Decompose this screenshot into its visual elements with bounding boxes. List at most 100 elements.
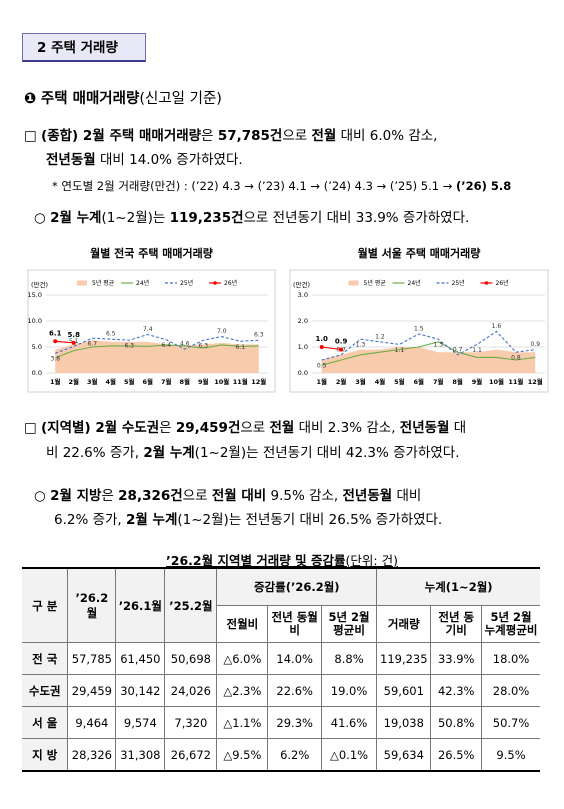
x-tick-label: 8월 <box>452 377 463 386</box>
x-tick-label: 8월 <box>179 377 190 386</box>
data-label: 5.8 <box>68 331 81 339</box>
table-cell: 6.2% <box>267 738 322 772</box>
table-cell: 26.5% <box>430 738 483 772</box>
text-run: 으로 <box>182 488 212 504</box>
text-run: 전년동월 <box>399 420 450 436</box>
text-run: (1~2월)는 전년동기 대비 42.3% 증가하였다. <box>194 445 460 461</box>
data-label: 1.1 <box>472 347 482 354</box>
table-row: 서 울 9,464 9,574 7,320 △1.1% 29.3% 41.6% 19,038 5… <box>22 706 540 739</box>
header-cell: 전년 동월비 <box>267 605 322 643</box>
chart-frame <box>289 269 549 393</box>
data-table: 구 분 ’26.2월 ’26.1월 ’25.2월 증감률(’26.2월) 누계(1~2월)… <box>22 567 540 772</box>
table-cell: 50.8% <box>430 706 483 739</box>
table-cell: 31,308 <box>115 738 166 772</box>
text-run: 6.2% 증가, <box>54 512 127 528</box>
table-cell: 지 방 <box>22 738 69 772</box>
header-cell: 전월비 <box>216 605 269 643</box>
area <box>55 340 259 373</box>
text-line: 6.2% 증가, 2월 누계(1~2월)는 전년동기 대비 26.5% 증가하였… <box>54 508 442 528</box>
table-cell: △6.0% <box>216 642 269 675</box>
table-cell: 24,026 <box>164 674 218 707</box>
data-label: 6.5 <box>106 331 116 338</box>
y-axis-label: (만건) <box>293 280 310 289</box>
x-tick-label: 1월 <box>316 377 327 386</box>
x-tick-label: 1월 <box>50 377 61 386</box>
text-run: (1~2월)는 <box>101 210 170 226</box>
table-cell: 18.0% <box>481 642 540 675</box>
table-row: 구 분 ’26.2월 ’26.1월 ’25.2월 증감률(’26.2월) 누계(1~2월) <box>22 567 540 643</box>
header-cell: 전년 동기비 <box>430 605 483 643</box>
y-axis-label: (만건) <box>31 280 48 289</box>
text-run: 2월 지방 <box>50 488 102 504</box>
data-label: 0.9 <box>335 338 348 346</box>
table-cell: 19,038 <box>376 706 432 739</box>
line <box>55 344 259 359</box>
data-label: 6.3 <box>254 332 264 339</box>
legend-label: 24년 <box>136 279 149 287</box>
text-run: 57,785건 <box>217 128 283 144</box>
y-tick-label: 3.0 <box>298 291 308 299</box>
x-tick-label: 3월 <box>355 377 366 386</box>
legend-swatch <box>348 280 359 286</box>
header-cell: 누계(1~2월) <box>376 567 540 606</box>
header-cell: 5년 2월 평균비 <box>320 605 378 643</box>
table-cell: 29.3% <box>267 706 322 739</box>
text-run: 은 <box>201 128 218 144</box>
table-cell: 8.8% <box>320 642 378 675</box>
text-line: * 연도별 2월 거래량(만건) : (’22) 4.3 → (’23) 4.1… <box>52 178 511 194</box>
table-cell: 33.9% <box>430 642 483 675</box>
table-cell: 50,698 <box>164 642 218 675</box>
legend-label: 5년 평균 <box>364 279 387 287</box>
x-tick-label: 10월 <box>489 377 504 386</box>
table-row: 지 방 28,326 31,308 26,672 △9.5% 6.2% △0.1% 59,63… <box>22 738 540 772</box>
data-label: 6.4 <box>161 342 171 349</box>
table-title: ’26.2월 지역별 거래량 및 증감률(단위: 건) <box>0 550 564 569</box>
text-run: (’26) 5.8 <box>456 179 512 193</box>
text-run: 으로 전년동기 대비 33.9% 증가하였다. <box>243 210 470 226</box>
header-cell: 거래량 <box>376 605 432 643</box>
data-label: 3.8 <box>50 356 60 363</box>
charts: 월별 전국 주택 매매거래량 (만건) 0.0 5.0 10.0 15.0 1월 2월 3월 4월… <box>27 246 549 393</box>
text-run: 2월 누계 <box>50 210 102 226</box>
text-run: 으로 <box>240 420 270 436</box>
text-run: 대비 14.0% 증가하였다. <box>95 152 243 168</box>
heading-note: (신고일 기준) <box>139 91 222 107</box>
text-run: □ <box>24 420 42 436</box>
data-label: 1.1 <box>395 347 405 354</box>
text-run: □ <box>24 128 42 144</box>
text-run: 28,326건 <box>118 488 183 504</box>
y-tick-label: 5.0 <box>32 343 42 351</box>
x-tick-label: 5월 <box>394 377 405 386</box>
chart-title: 월별 서울 주택 매매거래량 <box>358 246 481 260</box>
text-run: 119,235건 <box>169 210 244 226</box>
text-run: 대비 <box>392 488 422 504</box>
x-tick-label: 10월 <box>214 377 229 386</box>
text-run: ○ <box>34 488 51 504</box>
x-tick-label: 12월 <box>528 377 543 386</box>
x-tick-label: 5월 <box>124 377 135 386</box>
x-tick-label: 3월 <box>87 377 98 386</box>
legend-label: 26년 <box>224 279 237 287</box>
y-tick-label: 1.0 <box>298 343 308 351</box>
x-tick-label: 12월 <box>251 377 266 386</box>
table-cell: 14.0% <box>267 642 322 675</box>
table-row: 수도권 29,459 30,142 24,026 △2.3% 22.6% 19.0% 59,6… <box>22 674 540 707</box>
table-cell: 7,320 <box>164 706 218 739</box>
x-tick-label: 4월 <box>375 377 386 386</box>
table-cell: △9.5% <box>216 738 269 772</box>
data-label: 1.6 <box>492 323 502 330</box>
marker <box>71 340 76 345</box>
x-tick-label: 2월 <box>68 377 79 386</box>
table-row: 전월비 전년 동월비 5년 2월 평균비 거래량 전년 동기비 5년 2월 누계평균비 <box>22 605 540 643</box>
area <box>321 347 536 373</box>
table-cell: △1.1% <box>216 706 269 739</box>
text-run: 29,459건 <box>175 420 241 436</box>
text-line: ○ 2월 누계(1~2월)는 119,235건으로 전년동기 대비 33.9% … <box>34 206 469 226</box>
text-run: 대비 6.0% 감소, <box>336 128 438 144</box>
chart-title: 월별 전국 주택 매매거래량 <box>90 246 213 260</box>
line <box>321 341 536 366</box>
y-tick-label: 10.0 <box>28 317 42 325</box>
legend-label: 5년 평균 <box>92 279 115 287</box>
text-run: 전월 대비 <box>211 488 267 504</box>
